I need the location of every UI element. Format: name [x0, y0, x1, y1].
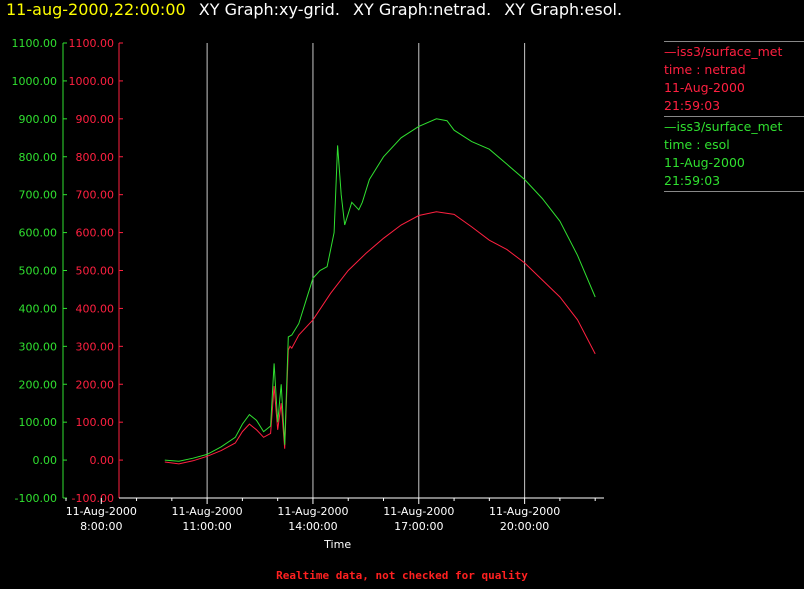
- x-tick-label-time: 14:00:00: [288, 520, 337, 533]
- y-tick-label-esol: 0.00: [33, 454, 58, 467]
- y-tick-label-esol: 200.00: [19, 378, 58, 391]
- legend: —iss3/surface_met time : netrad 11-Aug-2…: [664, 41, 804, 193]
- y-tick-label-netrad: 0.00: [90, 454, 115, 467]
- x-tick-label-date: 11-Aug-2000: [383, 505, 454, 518]
- y-tick-label-netrad: 1100.00: [69, 37, 115, 50]
- graph-label-xy-grid: XY Graph:xy-grid.: [198, 0, 340, 19]
- y-tick-label-esol: -100.00: [15, 492, 57, 505]
- y-tick-label-esol: 600.00: [19, 227, 58, 240]
- y-tick-label-netrad: 200.00: [76, 378, 115, 391]
- x-tick-label-date: 11-Aug-2000: [277, 505, 348, 518]
- x-tick-label-date: 11-Aug-2000: [489, 505, 560, 518]
- y-tick-label-netrad: 800.00: [76, 151, 115, 164]
- y-tick-label-netrad: 100.00: [76, 416, 115, 429]
- legend-variable: time : netrad: [664, 62, 746, 77]
- y-tick-label-esol: 500.00: [19, 265, 58, 278]
- quality-notice: Realtime data, not checked for quality: [276, 569, 528, 582]
- title-bar: 11-aug-2000,22:00:00 XY Graph:xy-grid. X…: [6, 0, 630, 24]
- timestamp: 11-aug-2000,22:00:00: [6, 0, 186, 19]
- series-line-esol: [164, 118, 596, 462]
- y-tick-label-esol: 300.00: [19, 340, 58, 353]
- legend-time: 21:59:03: [664, 173, 721, 188]
- legend-variable: time : esol: [664, 137, 730, 152]
- y-tick-label-esol: 1000.00: [12, 75, 58, 88]
- y-tick-label-netrad: -100.00: [72, 492, 114, 505]
- y-tick-label-esol: 700.00: [19, 189, 58, 202]
- y-tick-label-esol: 400.00: [19, 302, 58, 315]
- legend-date: 11-Aug-2000: [664, 155, 745, 170]
- y-tick-label-netrad: 700.00: [76, 189, 115, 202]
- x-tick-label-time: 11:00:00: [182, 520, 231, 533]
- graph-label-esol: XY Graph:esol.: [504, 0, 623, 19]
- legend-entry-esol[interactable]: —iss3/surface_met time : esol 11-Aug-200…: [664, 116, 804, 190]
- legend-date: 11-Aug-2000: [664, 80, 745, 95]
- x-tick-label-date: 11-Aug-2000: [66, 505, 137, 518]
- y-tick-label-esol: 100.00: [19, 416, 58, 429]
- legend-divider: [664, 191, 804, 193]
- y-tick-label-netrad: 500.00: [76, 265, 115, 278]
- x-tick-label-time: 17:00:00: [394, 520, 443, 533]
- legend-source: —iss3/surface_met: [664, 119, 783, 134]
- graph-label-netrad: XY Graph:netrad.: [353, 0, 492, 19]
- x-tick-label-time: 8:00:00: [80, 520, 122, 533]
- legend-source: —iss3/surface_met: [664, 44, 783, 59]
- x-tick-label-date: 11-Aug-2000: [172, 505, 243, 518]
- y-tick-label-netrad: 600.00: [76, 227, 115, 240]
- x-axis-label: Time: [323, 538, 351, 551]
- x-tick-label-time: 20:00:00: [500, 520, 549, 533]
- y-tick-label-esol: 1100.00: [12, 37, 58, 50]
- y-tick-label-esol: 900.00: [19, 113, 58, 126]
- series-line-netrad: [164, 211, 596, 465]
- y-tick-label-esol: 800.00: [19, 151, 58, 164]
- legend-time: 21:59:03: [664, 98, 721, 113]
- y-tick-label-netrad: 1000.00: [69, 75, 115, 88]
- y-tick-label-netrad: 400.00: [76, 302, 115, 315]
- y-tick-label-netrad: 900.00: [76, 113, 115, 126]
- legend-entry-netrad[interactable]: —iss3/surface_met time : netrad 11-Aug-2…: [664, 41, 804, 115]
- y-tick-label-netrad: 300.00: [76, 340, 115, 353]
